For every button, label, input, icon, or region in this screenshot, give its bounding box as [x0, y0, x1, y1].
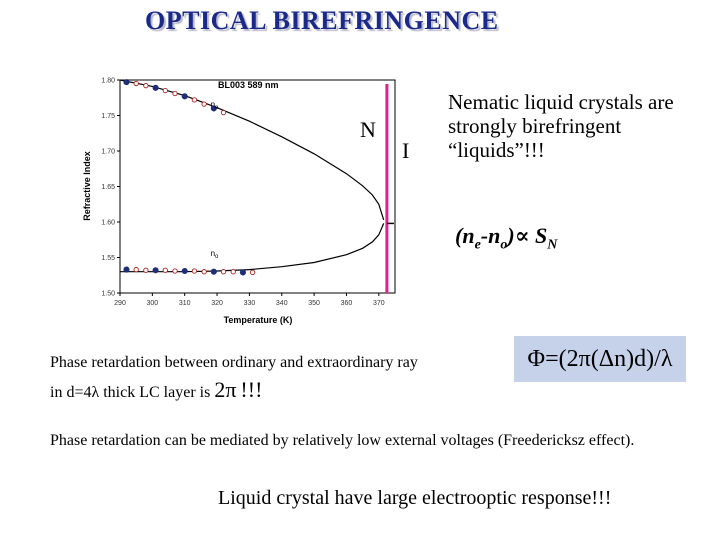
point-no-3: [152, 267, 159, 274]
phase-retardation-line2: in d=4λ thick LC layer is 2π !!!: [50, 377, 262, 403]
point-no-11: [230, 269, 236, 275]
x-tick-label-320: 320: [211, 300, 223, 307]
y-tick-label-1.65: 1.65: [101, 184, 115, 191]
point-ne-0: [123, 79, 130, 86]
point-no-7: [191, 268, 198, 274]
y-ticks: 1.50 1.55 1.60 1.65 1.70 1.75 1.80: [101, 78, 120, 298]
point-no-10: [220, 269, 227, 275]
x-tick-label-290: 290: [114, 300, 126, 307]
phase-retardation-line1: Phase retardation between ordinary and e…: [50, 354, 418, 371]
formula-prop: ∝ S: [514, 223, 548, 248]
point-no-2: [143, 267, 149, 273]
point-ne-10: [220, 110, 227, 116]
y-tick-label-1.55: 1.55: [101, 255, 115, 262]
x-tick-label-340: 340: [276, 300, 288, 307]
no-label-main: n: [211, 249, 215, 258]
y-tick-label-1.6: 1.60: [101, 220, 115, 227]
point-no-9: [210, 268, 217, 275]
point-no-6: [181, 267, 188, 275]
x-tick-label-300: 300: [147, 300, 159, 307]
birefringence-formula: (ne-no)∝ SN: [455, 223, 558, 253]
x-ticks: 290 300 310 320 330 340 350 360 370: [114, 293, 385, 307]
slide-title: OPTICAL BIREFRINGENCE: [145, 6, 499, 35]
point-ne-9: [210, 105, 217, 112]
point-ne-7: [191, 97, 198, 103]
plot-frame: [119, 79, 396, 294]
no-label-sub: o: [215, 254, 219, 260]
point-no-1: [133, 266, 139, 273]
two-pi: 2π: [214, 377, 237, 402]
phase-formula-box: Φ=(2π(Δn)d)/λ: [514, 336, 686, 382]
fit-curve-1: [120, 223, 385, 273]
point-ne-1: [133, 80, 139, 87]
point-no-5: [172, 268, 178, 274]
y-axis-label: Refractive Index: [82, 151, 92, 221]
fit-curve-0: [119, 79, 385, 221]
exclamations: !!!: [240, 377, 263, 402]
x-tick-label-310: 310: [179, 300, 191, 307]
formula-n-sub: N: [547, 237, 558, 253]
x-axis-label: Temperature (K): [224, 315, 293, 325]
point-ne-3: [152, 84, 159, 91]
freedericksz-text: Phase retardation can be mediated by rel…: [50, 432, 635, 449]
point-no-13: [249, 269, 256, 276]
electrooptic-response-text: Liquid crystal have large electrooptic r…: [218, 487, 612, 509]
x-tick-label-370: 370: [373, 300, 385, 307]
ne-label-main: n: [211, 100, 215, 109]
ne-label-sub: e: [215, 105, 219, 111]
data-points: [123, 79, 256, 276]
y-tick-label-1.8: 1.80: [101, 78, 115, 85]
formula-e-sub: e: [474, 237, 481, 253]
phase-line2-text: in d=4λ thick LC layer is: [50, 384, 211, 401]
point-ne-2: [143, 83, 149, 89]
y-tick-label-1.5: 1.50: [101, 291, 115, 298]
point-ne-5: [172, 90, 178, 97]
chart-title: BL003 589 nm: [218, 80, 279, 90]
x-tick-label-350: 350: [308, 300, 320, 307]
fit-curves: [119, 79, 385, 273]
point-ne-4: [162, 87, 168, 94]
point-no-12: [239, 269, 246, 276]
point-ne-6: [181, 93, 188, 100]
series-label-ne: ne: [211, 100, 219, 111]
x-tick-label-360: 360: [341, 300, 353, 307]
point-ne-8: [201, 101, 207, 107]
formula-minus-n: -n: [480, 223, 501, 248]
formula-n: n: [462, 223, 475, 248]
isotropic-phase-label: I: [402, 138, 410, 163]
x-tick-label-330: 330: [244, 300, 256, 307]
point-no-0: [123, 266, 130, 273]
refractive-index-chart: 290 300 310 320 330 340 350 360 370 1.50 1.55 1.60…: [82, 78, 396, 325]
y-tick-label-1.7: 1.70: [101, 149, 115, 156]
nematic-phase-label: N: [360, 117, 376, 142]
point-no-8: [201, 269, 207, 275]
nematic-description: Nematic liquid crystals are strongly bir…: [448, 90, 674, 162]
series-label-no: no: [211, 249, 219, 260]
formula-o-sub: o: [500, 237, 508, 253]
point-no-4: [162, 267, 168, 273]
y-tick-label-1.75: 1.75: [101, 113, 115, 120]
